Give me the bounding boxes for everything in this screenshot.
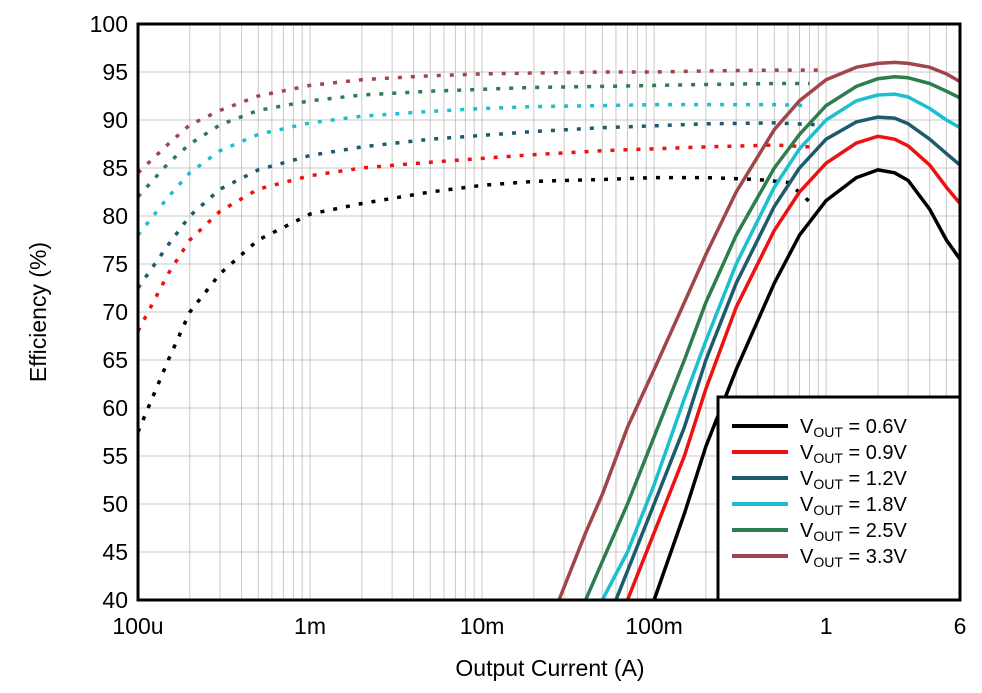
y-tick-label: 80: [102, 203, 128, 229]
y-tick-label: 70: [102, 299, 128, 325]
x-axis-title: Output Current (A): [455, 655, 644, 681]
legend-label: VOUT = 2.5V: [800, 520, 908, 544]
legend-label: VOUT = 0.9V: [800, 442, 908, 466]
series-dotted-line: [136, 143, 810, 333]
x-tick-label: 6: [954, 613, 967, 639]
series-solid-line: [583, 75, 961, 601]
plot-frame: [136, 22, 962, 602]
x-tick-label: 1: [820, 613, 833, 639]
y-tick-label: 90: [102, 107, 128, 133]
y-tick-label: 55: [102, 443, 128, 469]
series-solid-line: [625, 134, 962, 601]
legend-label: VOUT = 1.8V: [800, 494, 908, 518]
x-tick-label: 100u: [112, 613, 163, 639]
x-tick-label: 1m: [294, 613, 326, 639]
series-solid-line: [557, 60, 961, 601]
x-tick-label: 10m: [460, 613, 505, 639]
series-dotted-line: [136, 68, 827, 175]
series-layer: [136, 60, 962, 601]
y-tick-label: 100: [90, 11, 128, 37]
legend-label: VOUT = 0.6V: [800, 416, 908, 440]
series-solid-line: [614, 115, 962, 601]
y-tick-label: 75: [102, 251, 128, 277]
y-tick-label: 60: [102, 395, 128, 421]
legend-box: [716, 395, 962, 602]
y-tick-label: 50: [102, 491, 128, 517]
legend-label: VOUT = 1.2V: [800, 468, 908, 492]
series-dotted-line: [136, 102, 810, 237]
y-axis-title: Efficiency (%): [25, 242, 51, 382]
series-solid-line: [652, 168, 962, 601]
y-tick-label: 40: [102, 587, 128, 613]
y-tick-label: 45: [102, 539, 128, 565]
tick-labels: 40 45 50 55 60 65 70 75 80 85 90 95 100 100u 1m 10m 100m…: [90, 11, 967, 639]
y-tick-label: 65: [102, 347, 128, 373]
y-tick-label: 85: [102, 155, 128, 181]
legend-label: VOUT = 3.3V: [800, 546, 908, 570]
series-solid-line: [600, 92, 961, 601]
y-tick-label: 95: [102, 59, 128, 85]
x-tick-label: 100m: [625, 613, 683, 639]
